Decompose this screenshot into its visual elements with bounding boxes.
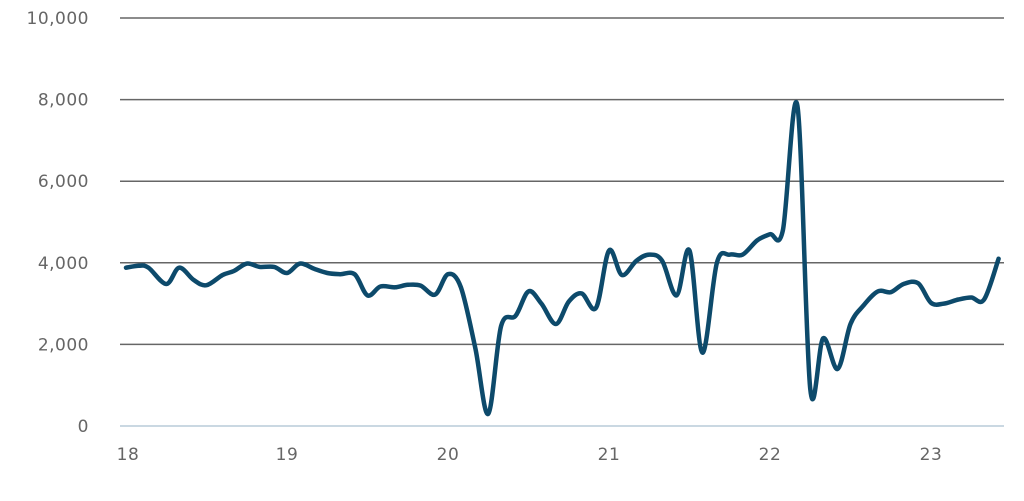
data-point-53: [836, 367, 840, 371]
data-point-40: [660, 259, 664, 263]
x-axis-tick-labels: 18 19 20 21 22 23: [117, 445, 943, 465]
data-point-36: [607, 249, 611, 253]
y-tick-label-4000: 4,000: [38, 254, 89, 274]
data-point-64: [982, 298, 986, 302]
data-point-20: [393, 285, 397, 289]
data-point-63: [969, 295, 973, 299]
y-axis-tick-labels: 0 2,000 4,000 6,000 8,000 10,000: [27, 9, 89, 437]
data-point-28: [499, 324, 503, 328]
data-point-32: [554, 322, 558, 326]
data-point-9: [245, 262, 249, 266]
data-point-57: [889, 290, 893, 294]
x-tick-label-23: 23: [920, 445, 943, 465]
y-gridlines: [120, 17, 1004, 427]
data-point-11: [272, 265, 276, 269]
data-point-47: [755, 238, 759, 242]
data-point-3: [164, 282, 168, 286]
data-point-34: [580, 291, 584, 295]
series-line: [123, 100, 1001, 417]
data-point-18: [366, 293, 370, 297]
data-point-35: [594, 306, 598, 310]
y-tick-label-2000: 2,000: [38, 335, 89, 355]
data-point-27: [486, 412, 490, 416]
y-tick-label-6000: 6,000: [38, 172, 89, 192]
data-point-0: [124, 266, 128, 270]
data-point-17: [353, 272, 357, 276]
data-point-8: [232, 269, 236, 273]
y-tick-label-0: 0: [78, 417, 89, 437]
data-point-49: [781, 228, 785, 232]
x-tick-label-21: 21: [598, 445, 621, 465]
data-point-38: [634, 259, 638, 263]
data-point-2: [147, 266, 151, 270]
data-point-56: [876, 289, 880, 293]
y-tick-label-10000: 10,000: [27, 9, 89, 29]
data-point-4: [177, 266, 181, 270]
data-point-26: [473, 346, 477, 350]
data-point-48: [768, 232, 772, 236]
data-point-25: [459, 285, 463, 289]
data-point-55: [861, 304, 865, 308]
data-point-52: [821, 336, 825, 340]
data-point-21: [406, 283, 410, 287]
data-point-43: [700, 351, 704, 355]
data-point-16: [338, 272, 342, 276]
data-points: [124, 104, 1001, 416]
data-point-59: [916, 281, 920, 285]
data-point-41: [675, 293, 679, 297]
data-point-19: [378, 284, 382, 288]
data-point-31: [539, 302, 543, 306]
data-point-60: [929, 301, 933, 305]
data-point-50: [795, 104, 799, 108]
data-point-61: [942, 302, 946, 306]
data-point-33: [567, 300, 571, 304]
data-point-65: [997, 257, 1001, 261]
data-point-62: [956, 298, 960, 302]
data-point-29: [514, 314, 518, 318]
data-point-5: [192, 278, 196, 282]
data-point-1: [137, 264, 141, 268]
data-point-46: [741, 253, 745, 257]
data-point-12: [285, 271, 289, 275]
data-point-45: [728, 253, 732, 257]
x-tick-label-18: 18: [117, 445, 140, 465]
data-point-7: [221, 273, 225, 277]
x-tick-label-20: 20: [437, 445, 460, 465]
data-point-23: [433, 293, 437, 297]
data-point-30: [527, 289, 531, 293]
data-point-44: [715, 261, 719, 265]
data-point-51: [808, 387, 812, 391]
data-point-37: [620, 273, 624, 277]
x-tick-label-19: 19: [276, 445, 299, 465]
data-point-42: [688, 249, 692, 253]
data-point-13: [298, 262, 302, 266]
x-tick-label-22: 22: [759, 445, 782, 465]
data-point-15: [325, 271, 329, 275]
data-point-22: [419, 284, 423, 288]
data-point-14: [312, 267, 316, 271]
data-point-58: [902, 282, 906, 286]
data-point-39: [647, 253, 651, 257]
data-point-24: [446, 272, 450, 276]
series-group: [123, 100, 1001, 417]
data-point-6: [205, 283, 209, 287]
data-point-10: [258, 265, 262, 269]
y-tick-label-8000: 8,000: [38, 91, 89, 111]
data-point-54: [849, 322, 853, 326]
